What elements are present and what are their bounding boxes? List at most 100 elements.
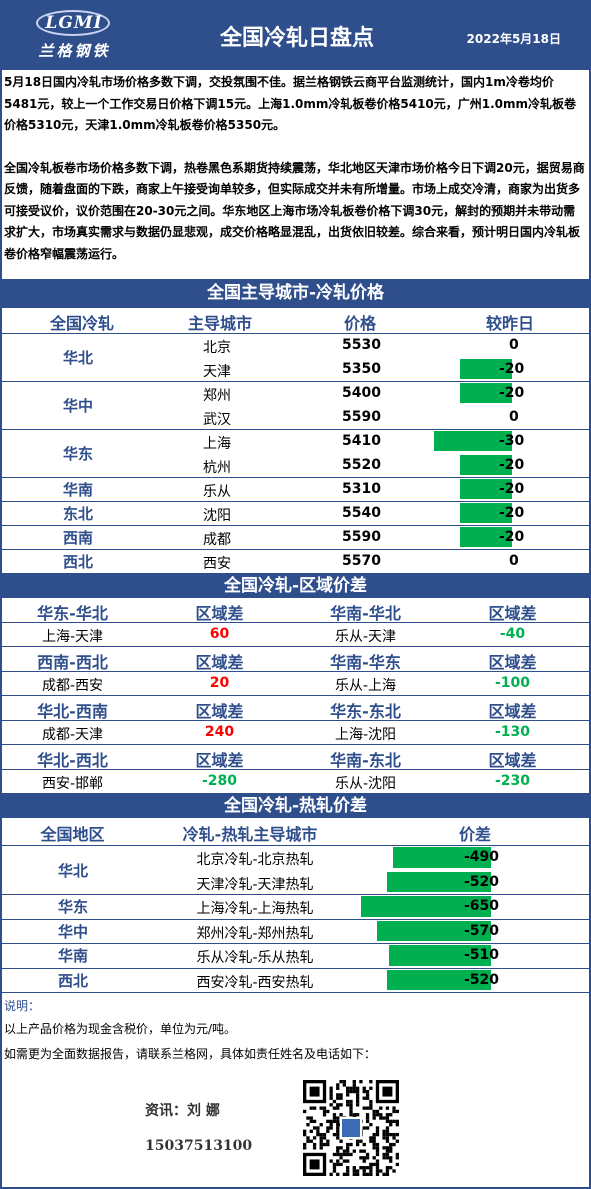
price-change-bar (460, 527, 512, 547)
price-city: 成都 (203, 532, 231, 548)
hot-header-divider (2, 845, 589, 846)
spread-head-divider (2, 622, 589, 623)
spread-diff-head: 区域差 (488, 751, 537, 770)
spread-value: 240 (204, 724, 235, 740)
price-col-header: 价格 (343, 314, 376, 333)
price-change-bar (460, 455, 512, 475)
price-value: 5410 (342, 433, 381, 449)
hot-spread-value: -570 (464, 922, 500, 939)
price-change: -20 (499, 481, 525, 497)
price-value: 5530 (342, 337, 381, 353)
spread-pair: 上海-天津 (41, 629, 104, 645)
price-value: 5310 (342, 481, 381, 497)
spread-region-head: 华南-华北 (330, 604, 401, 623)
spread-pair: 西安-邯郸 (41, 776, 104, 792)
spread-diff-head: 区域差 (195, 702, 244, 721)
hot-pair: 上海冷轧-上海热轧 (196, 901, 314, 917)
price-region-divider (2, 477, 589, 478)
spread-row-divider (2, 646, 589, 647)
page-title: 全国冷轧日盘点 (219, 26, 374, 51)
price-region-divider (2, 501, 589, 502)
spread-head-divider (2, 769, 589, 770)
price-value: 5570 (342, 553, 381, 569)
hot-region-divider (2, 894, 589, 895)
price-change-bar (460, 359, 512, 379)
spread-row-divider (2, 793, 589, 794)
spread-diff-head: 区域差 (488, 604, 537, 623)
spread-row-divider (2, 695, 589, 696)
spread-pair: 成都-天津 (41, 727, 104, 743)
spread-region-head: 华南-华东 (330, 653, 401, 672)
price-city: 天津 (203, 364, 231, 380)
hot-spread-bar (377, 920, 491, 941)
hot-section-title: 全国冷轧-热轧价差 (2, 794, 589, 818)
price-col-header: 较昨日 (485, 314, 534, 333)
summary-paragraph-1: 5月18日国内冷轧市场价格多数下调，交投氛围不佳。据兰格钢铁云商平台监测统计，国… (4, 75, 577, 132)
price-change: -30 (499, 433, 525, 449)
spread-value: -130 (494, 724, 531, 740)
price-value: 5540 (342, 505, 381, 521)
price-change-bar (434, 431, 512, 451)
price-city: 西安 (203, 556, 231, 572)
notes-divider (2, 992, 589, 993)
spread-section-title: 全国冷轧-区域价差 (2, 574, 589, 598)
price-change-bar (460, 479, 512, 499)
price-change-bar (460, 383, 512, 403)
price-city: 沈阳 (203, 508, 231, 524)
price-change: -20 (499, 457, 525, 473)
price-region: 东北 (62, 505, 93, 523)
price-city: 上海 (203, 436, 231, 452)
price-change: -20 (499, 385, 525, 401)
hot-spread-value: -510 (464, 947, 500, 963)
price-region-divider (2, 429, 589, 430)
spread-pair: 上海-沈阳 (334, 727, 397, 743)
spread-pair: 乐从-沈阳 (334, 776, 397, 792)
hot-pair: 乐从冷轧-乐从热轧 (196, 950, 314, 966)
price-value: 5520 (342, 457, 381, 473)
spread-pair: 乐从-上海 (334, 678, 397, 694)
spread-diff-head: 区域差 (195, 751, 244, 770)
page-header: LGMI 兰格钢铁 全国冷轧日盘点 2022年5月18日 (2, 2, 589, 70)
spread-diff-head: 区域差 (488, 653, 537, 672)
price-region-divider (2, 525, 589, 526)
price-region: 华北 (62, 349, 93, 367)
summary-paragraph-2: 全国冷轧板卷市场价格多数下调，热卷黑色系期货持续震荡，华北地区天津市场价格今日下… (4, 160, 585, 261)
spread-row-divider (2, 744, 589, 745)
spread-value: -100 (494, 675, 531, 691)
hot-spread-value: -490 (464, 849, 500, 865)
hot-spread-bar (387, 969, 491, 990)
hot-region-divider (2, 943, 589, 944)
price-col-header: 全国冷轧 (49, 314, 114, 333)
logo-text: LGMI (45, 13, 103, 33)
hot-region: 华中 (57, 922, 88, 941)
price-city: 郑州 (203, 388, 231, 404)
hot-region-divider (2, 967, 589, 969)
price-city: 北京 (203, 340, 231, 356)
spread-head-divider (2, 720, 589, 721)
price-city: 杭州 (203, 460, 231, 476)
price-col-header: 主导城市 (187, 314, 252, 333)
spread-diff-head: 区域差 (488, 702, 537, 721)
hot-region: 华南 (57, 947, 88, 966)
spread-region-head: 华东-东北 (330, 702, 401, 721)
hot-spread-value: -520 (464, 971, 500, 988)
contact-phone: 15037513100 (145, 1138, 253, 1154)
spread-region-head: 华北-西北 (37, 751, 108, 770)
hot-spread-value: -520 (464, 873, 500, 890)
hot-spread-value: -650 (464, 898, 500, 914)
price-change: -20 (499, 505, 525, 521)
notes-line-1: 以上产品价格为现金含税价，单位为元/吨。 (4, 1022, 237, 1036)
price-change: -20 (499, 361, 525, 377)
logo-cn: 兰格钢铁 (38, 42, 111, 60)
price-value: 5590 (342, 409, 381, 425)
price-region: 西南 (62, 529, 93, 547)
hot-region: 华北 (57, 861, 88, 880)
contact-name: 资讯：刘 娜 (145, 1103, 220, 1119)
report-date: 2022年5月18日 (466, 32, 561, 46)
price-change: 0 (509, 553, 519, 569)
spread-value: -40 (499, 626, 526, 642)
price-region-divider (2, 549, 589, 550)
price-region: 华中 (62, 397, 93, 415)
price-region: 华东 (62, 445, 93, 463)
